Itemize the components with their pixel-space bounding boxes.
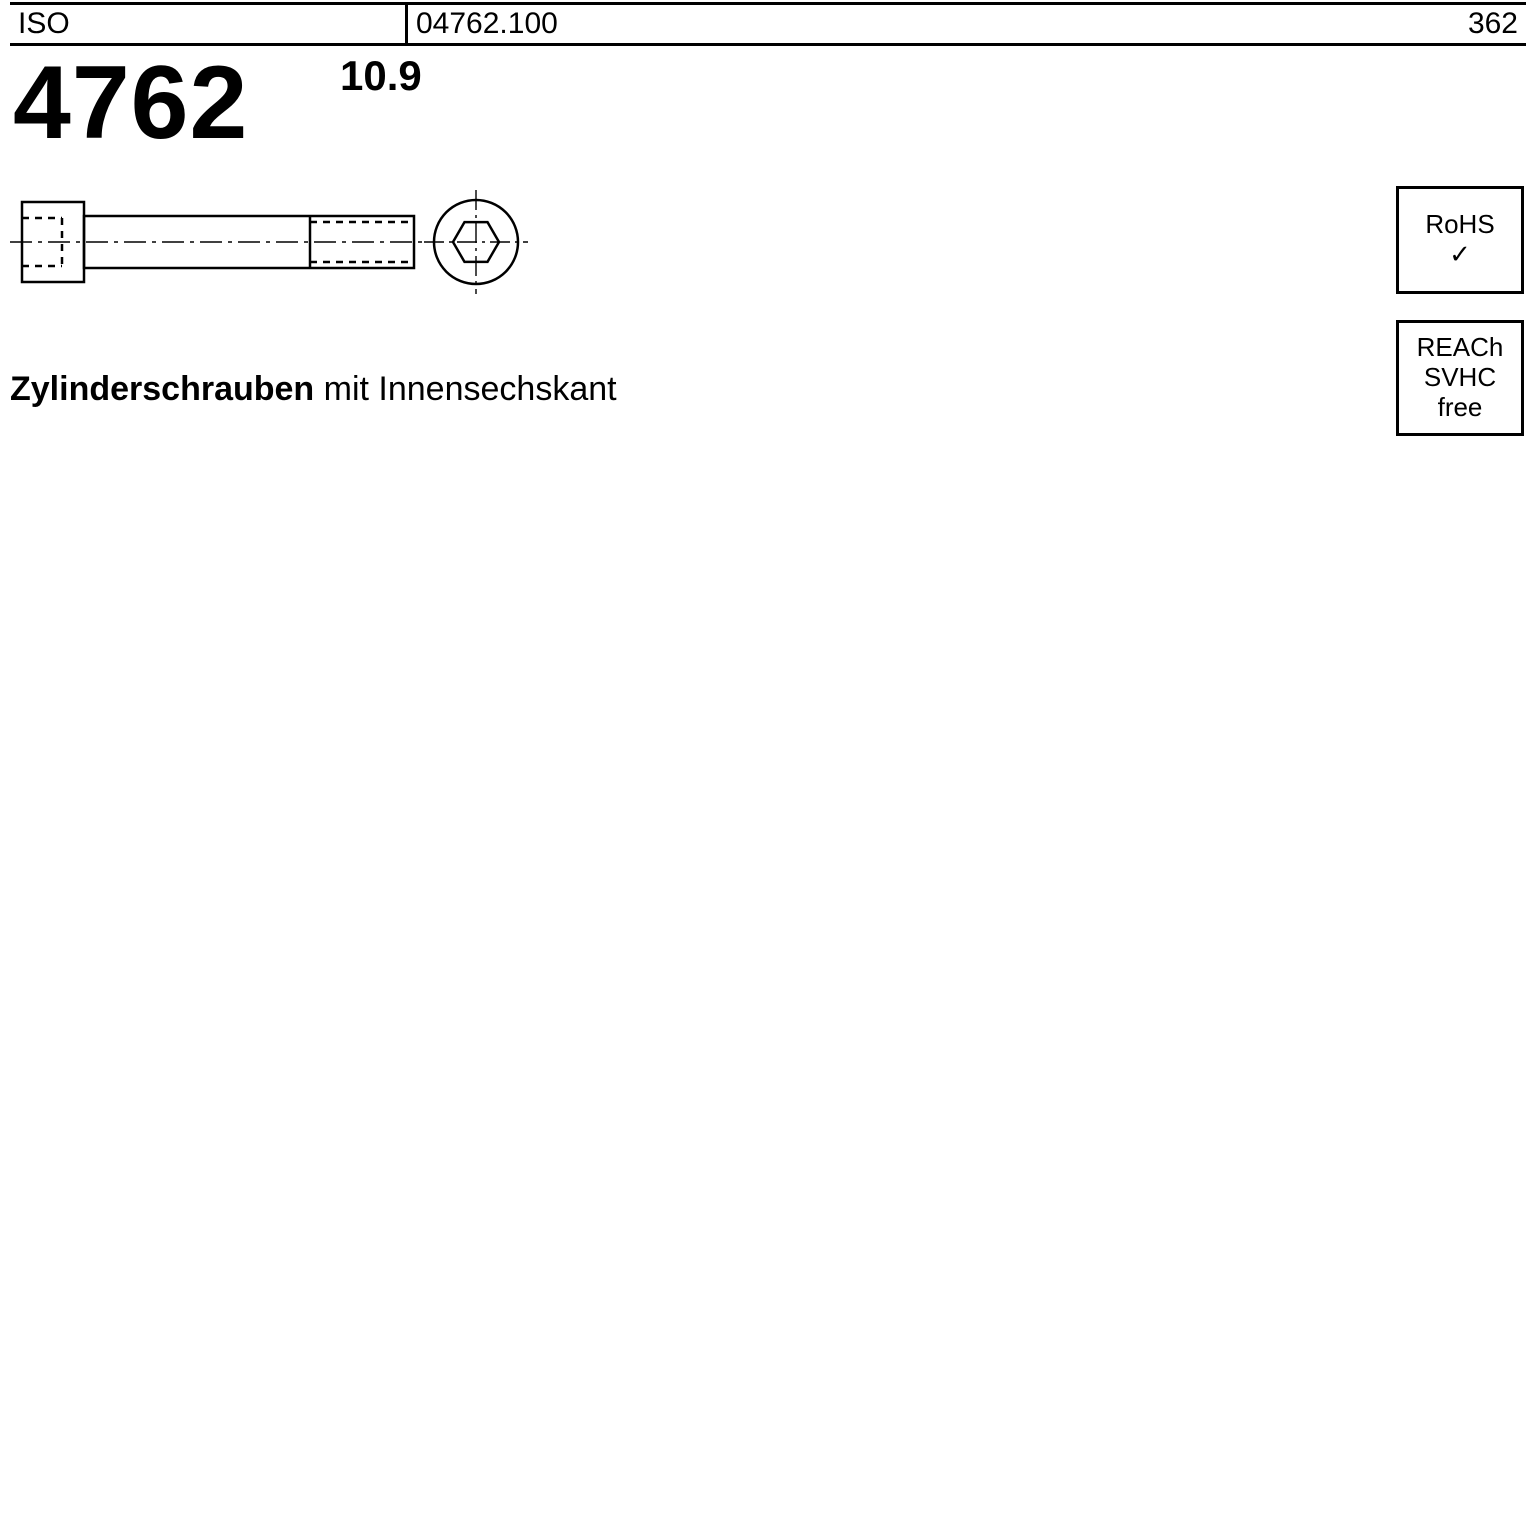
rohs-label: RoHS: [1425, 210, 1494, 240]
strength-grade: 10.9: [340, 52, 422, 100]
reach-line2: SVHC: [1424, 363, 1496, 393]
rohs-badge: RoHS ✓: [1396, 186, 1524, 294]
reach-badge: REACh SVHC free: [1396, 320, 1524, 436]
header-article-code: 04762.100: [408, 5, 1436, 43]
description-rest: mit Innensechskant: [314, 370, 616, 408]
header-standard: ISO: [10, 5, 408, 43]
header-page-number: 362: [1436, 5, 1526, 43]
screw-drawing: [10, 186, 550, 306]
product-description: Zylinderschrauben mit Innensechskant: [10, 370, 617, 409]
reach-line3: free: [1438, 393, 1483, 423]
header-row: ISO 04762.100 362: [10, 2, 1526, 46]
standard-number: 4762: [13, 44, 248, 163]
description-bold: Zylinderschrauben: [10, 370, 314, 408]
check-icon: ✓: [1449, 240, 1471, 270]
reach-line1: REACh: [1417, 333, 1504, 363]
